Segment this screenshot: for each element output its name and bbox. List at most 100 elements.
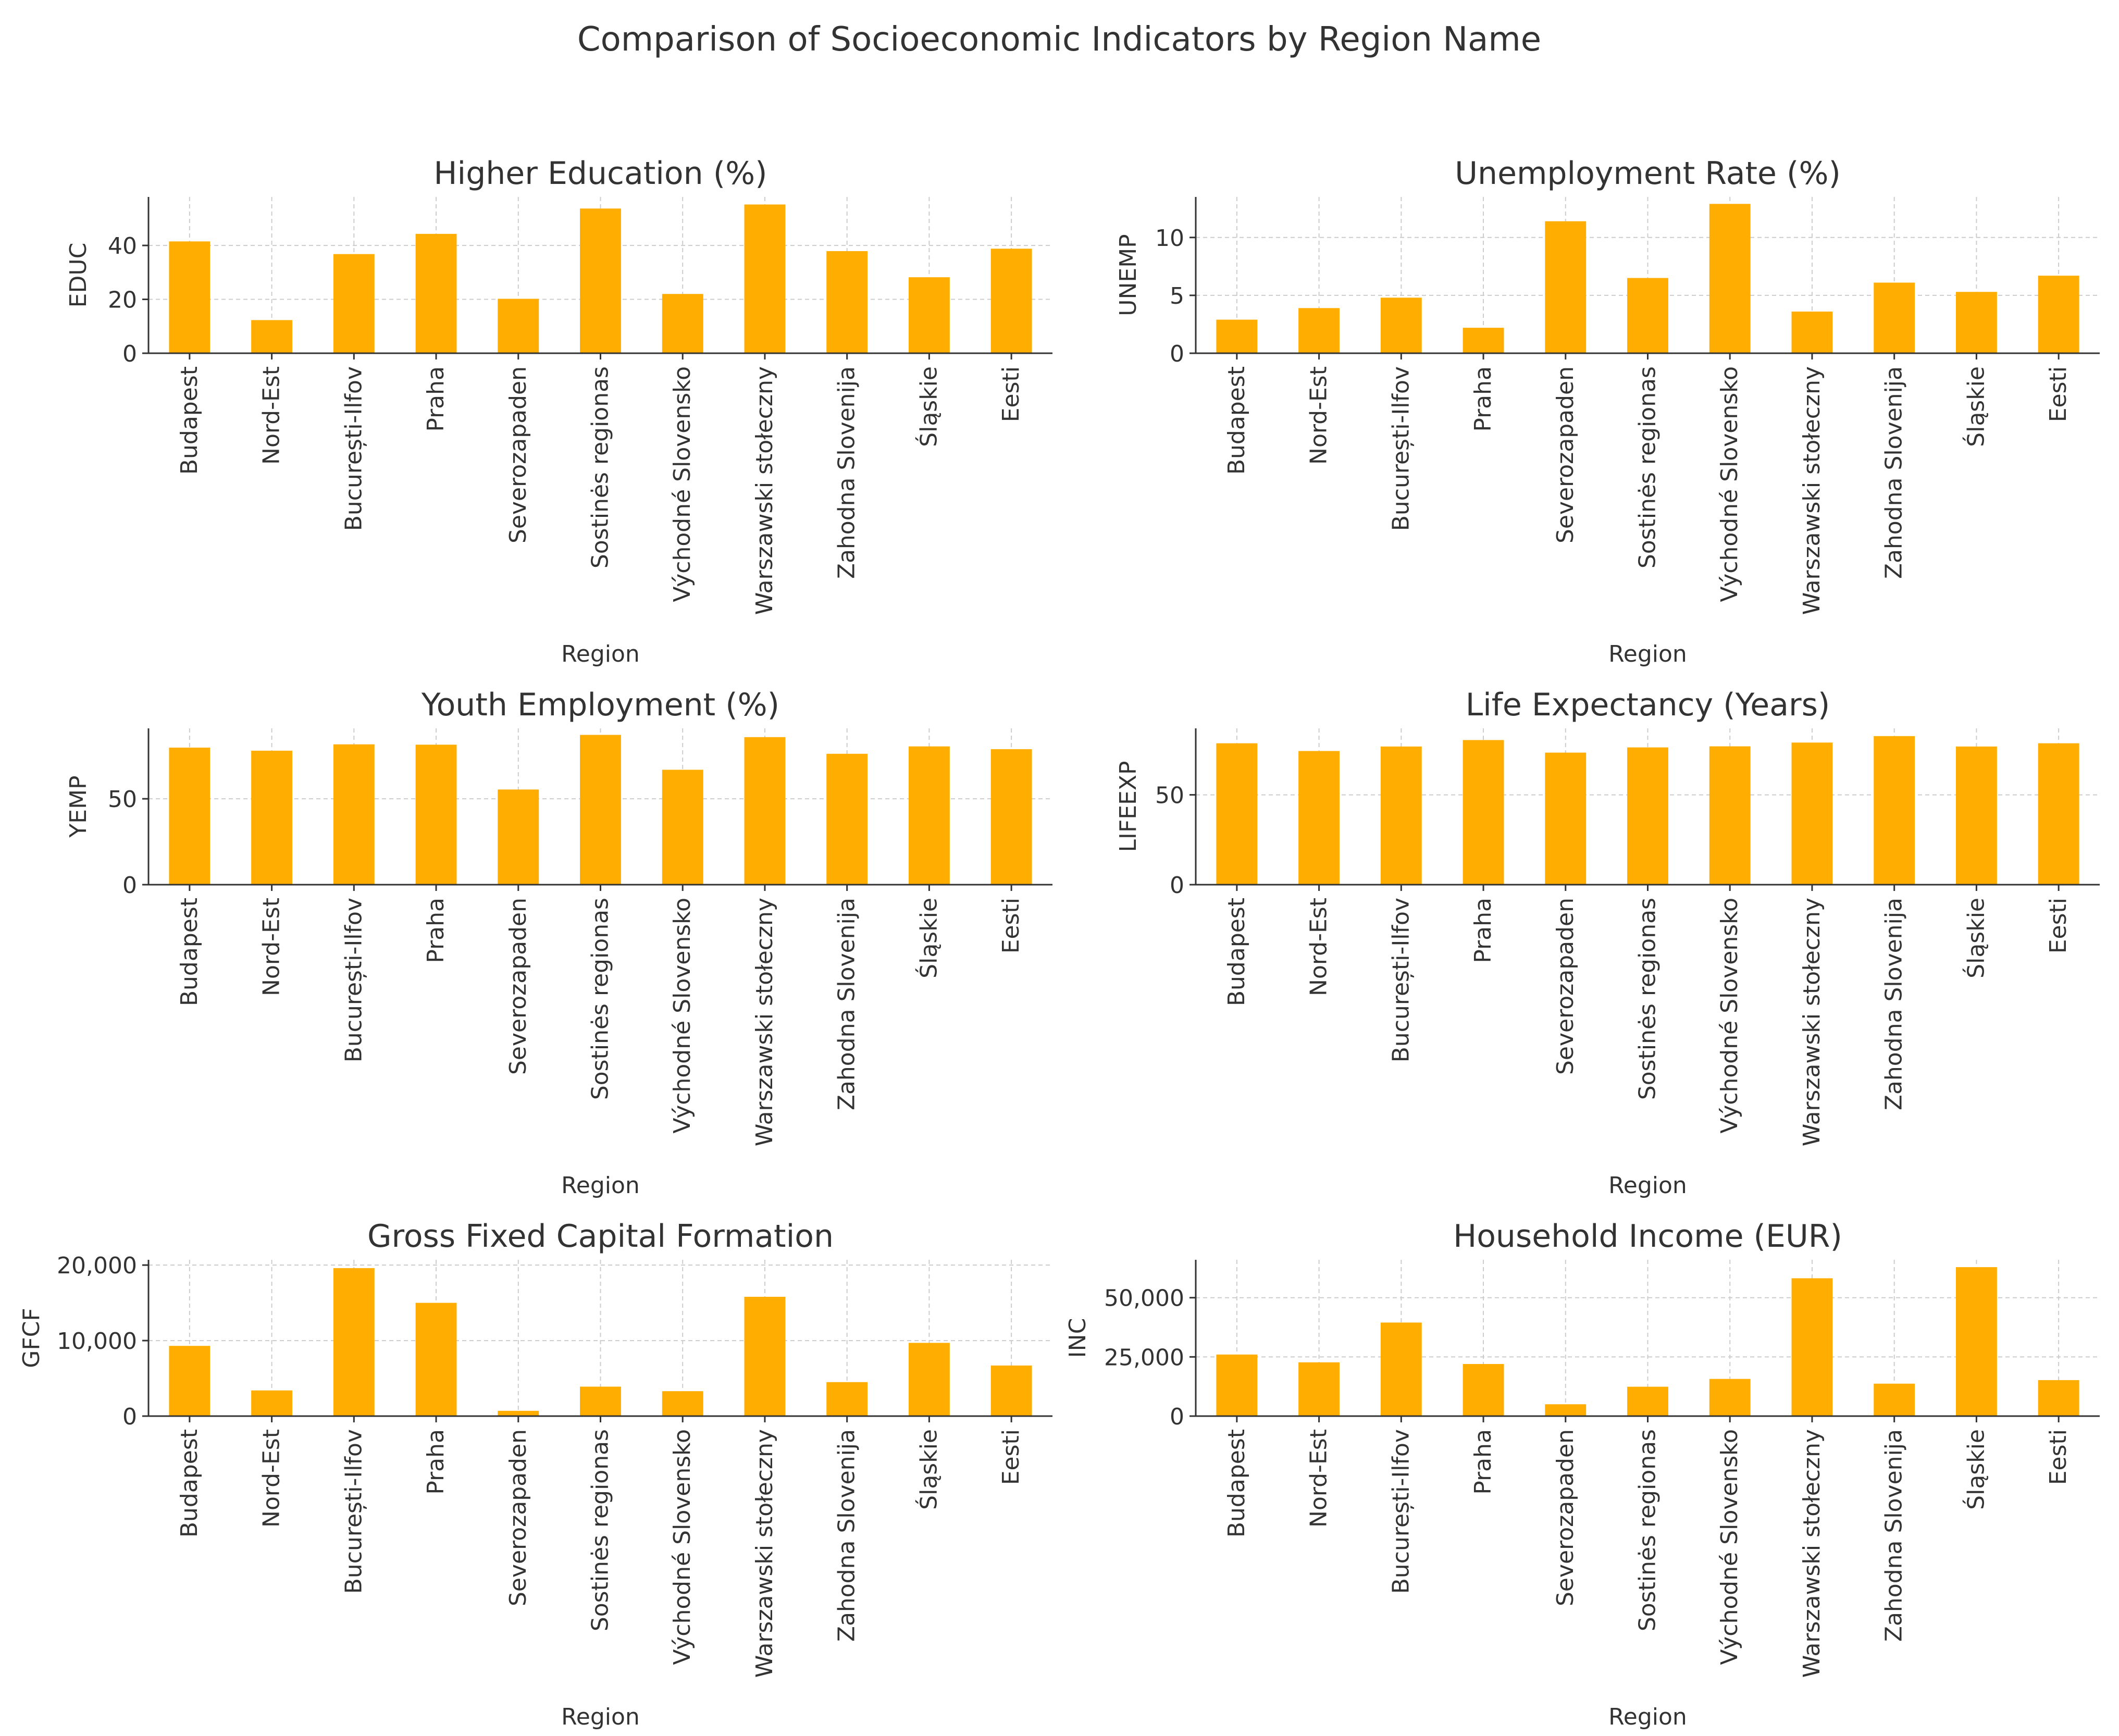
x-tick-label: Śląskie xyxy=(1962,366,1989,447)
bar-Severozapaden xyxy=(498,789,539,885)
x-tick-label: Eesti xyxy=(998,1429,1024,1485)
bar-Zahodna Slovenija xyxy=(1874,736,1915,885)
bar-Śląskie xyxy=(908,1343,950,1416)
x-axis-label: Region xyxy=(1608,1704,1687,1730)
x-tick-label: București-Ilfov xyxy=(340,366,367,531)
subplot-title: Higher Education (%) xyxy=(433,155,767,192)
bar-Zahodna Slovenija xyxy=(1874,282,1915,353)
y-tick-label: 25,000 xyxy=(1104,1344,1184,1371)
bar-Budapest xyxy=(1216,1354,1258,1416)
bar-Zahodna Slovenija xyxy=(1874,1383,1915,1416)
x-tick-label: Praha xyxy=(1470,366,1496,432)
bar-Zahodna Slovenija xyxy=(826,1382,868,1416)
x-tick-label: Východné Slovensko xyxy=(669,898,696,1134)
bar-Warszawski stołeczny xyxy=(744,1297,786,1416)
bar-Nord-Est xyxy=(1298,308,1340,353)
x-tick-label: Śląskie xyxy=(914,1429,942,1510)
x-tick-label: Nord-Est xyxy=(258,898,285,996)
bar-Eesti xyxy=(2038,276,2079,353)
bar-Sostinės regionas xyxy=(1627,1386,1668,1416)
x-tick-label: Warszawski stołeczny xyxy=(751,898,778,1146)
bar-Budapest xyxy=(169,1346,210,1416)
bar-Praha xyxy=(1463,740,1504,885)
bar-Východné Slovensko xyxy=(1709,204,1751,353)
x-axis-label: Region xyxy=(561,1172,640,1199)
bar-Warszawski stołeczny xyxy=(744,204,786,353)
bar-Śląskie xyxy=(908,277,950,353)
x-tick-label: Severozapaden xyxy=(1552,1429,1579,1606)
subplot-3: 0 50 Budapest Nord-Est București-Ilfov Praha S… xyxy=(65,687,1052,1199)
x-tick-label: Praha xyxy=(1470,898,1496,963)
x-tick-label: Nord-Est xyxy=(1306,898,1332,996)
bar-Východné Slovensko xyxy=(662,770,703,885)
x-tick-label: Nord-Est xyxy=(258,1429,285,1528)
y-axis-label: UNEMP xyxy=(1115,234,1142,316)
bar-Warszawski stołeczny xyxy=(744,737,786,885)
x-tick-label: Budapest xyxy=(176,1429,203,1537)
bar-Warszawski stołeczny xyxy=(1791,1278,1833,1416)
x-tick-label: Budapest xyxy=(1223,1429,1250,1537)
x-tick-label: Śląskie xyxy=(914,898,942,978)
bar-București-Ilfov xyxy=(1380,746,1422,885)
subplot-title: Life Expectancy (Years) xyxy=(1466,687,1830,723)
x-tick-label: Sostinės regionas xyxy=(587,1429,614,1631)
bar-Budapest xyxy=(169,241,210,353)
subplot-4: 0 50 Budapest Nord-Est București-Ilfov Praha S… xyxy=(1115,687,2100,1199)
bar-Severozapaden xyxy=(1545,752,1587,885)
bar-Budapest xyxy=(169,747,210,885)
x-tick-label: Východné Slovensko xyxy=(1716,366,1743,602)
bar-Warszawski stołeczny xyxy=(1791,742,1833,885)
bar-Nord-Est xyxy=(1298,1362,1340,1416)
y-tick-label: 40 xyxy=(108,233,137,259)
x-tick-label: Severozapaden xyxy=(505,1429,531,1606)
y-tick-label: 0 xyxy=(1170,1404,1184,1430)
x-tick-label: Sostinės regionas xyxy=(1634,366,1661,568)
x-tick-label: Eesti xyxy=(2045,366,2072,422)
subplot-2: 0 5 10 Budapest Nord-Est București-Ilfov Praha… xyxy=(1115,155,2100,667)
bar-Eesti xyxy=(990,749,1032,885)
x-tick-label: Východné Slovensko xyxy=(669,366,696,602)
bar-Śląskie xyxy=(1955,292,1997,353)
x-tick-label: Nord-Est xyxy=(1306,1429,1332,1528)
subplot-6: 0 25,000 50,000 Budapest Nord-Est București-I… xyxy=(1064,1218,2100,1730)
x-axis-label: Region xyxy=(1608,1172,1687,1199)
x-tick-label: Praha xyxy=(423,366,449,432)
x-tick-label: Sostinės regionas xyxy=(587,366,614,568)
bar-Sostinės regionas xyxy=(580,208,621,353)
bar-Sostinės regionas xyxy=(1627,278,1668,353)
x-tick-label: Zahodna Slovenija xyxy=(1881,366,1907,579)
x-tick-label: Nord-Est xyxy=(258,366,285,465)
x-tick-label: București-Ilfov xyxy=(340,898,367,1062)
x-tick-label: Śląskie xyxy=(914,366,942,447)
y-axis-label: YEMP xyxy=(65,775,92,838)
bar-Severozapaden xyxy=(1545,1404,1587,1416)
y-tick-label: 10,000 xyxy=(57,1328,137,1355)
subplot-title: Gross Fixed Capital Formation xyxy=(367,1218,834,1255)
y-axis-label: EDUC xyxy=(65,243,92,308)
x-tick-label: Śląskie xyxy=(1962,1429,1989,1510)
y-tick-label: 10 xyxy=(1155,225,1184,252)
x-tick-label: Východné Slovensko xyxy=(669,1429,696,1665)
bar-Nord-Est xyxy=(251,750,293,885)
x-tick-label: Zahodna Slovenija xyxy=(834,366,860,579)
bar-București-Ilfov xyxy=(1380,1322,1422,1416)
bar-Budapest xyxy=(1216,319,1258,353)
x-tick-label: Śląskie xyxy=(1962,898,1989,978)
bar-Warszawski stołeczny xyxy=(1791,312,1833,353)
figure-title: Comparison of Socioeconomic Indicators b… xyxy=(577,20,1541,59)
bar-Východné Slovensko xyxy=(1709,746,1751,885)
y-axis-label: GFCF xyxy=(18,1308,45,1368)
bar-Sostinės regionas xyxy=(1627,747,1668,885)
x-axis-label: Region xyxy=(561,1704,640,1730)
x-tick-label: Zahodna Slovenija xyxy=(834,898,860,1110)
bar-Sostinės regionas xyxy=(580,1386,621,1416)
y-axis-label: LIFEEXP xyxy=(1115,761,1142,852)
subplot-5: 0 10,000 20,000 Budapest Nord-Est București-I… xyxy=(18,1218,1052,1730)
bar-Praha xyxy=(1463,1364,1504,1416)
y-tick-label: 20,000 xyxy=(57,1253,137,1279)
y-tick-label: 0 xyxy=(1170,872,1184,899)
subplot-grid: 0 20 40 Budapest Nord-Est București-Ilfov Prah… xyxy=(18,155,2100,1730)
subplot-title: Household Income (EUR) xyxy=(1453,1218,1842,1255)
y-tick-label: 0 xyxy=(122,1404,137,1430)
x-tick-label: Budapest xyxy=(1223,898,1250,1006)
